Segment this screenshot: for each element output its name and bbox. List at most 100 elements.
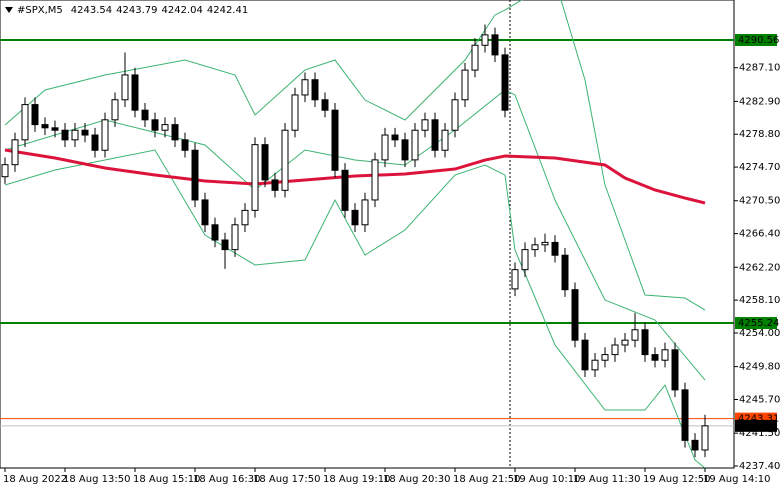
indicator-line	[4, 89, 706, 381]
candle-body	[531, 244, 539, 251]
candle-body	[141, 109, 149, 121]
y-tick-label: 4274.70	[739, 162, 780, 173]
candle-body	[461, 69, 469, 101]
x-tick-label: 19 Aug 14:10	[703, 474, 770, 485]
candle-body	[51, 127, 59, 131]
plot-area	[0, 0, 734, 468]
level-label: 4255.24	[738, 318, 779, 329]
candle-body	[701, 425, 709, 451]
candle-body	[431, 119, 439, 151]
candle-body	[201, 199, 209, 226]
y-tick-label: 4254.00	[739, 328, 780, 339]
candle-body	[381, 134, 389, 161]
x-tick-label: 19 Aug 12:50	[643, 474, 710, 485]
level-label-box	[735, 317, 777, 330]
indicator-line	[4, 148, 706, 205]
candle-body	[341, 169, 349, 211]
header-value: 4242.41	[207, 5, 248, 16]
candle-body	[511, 269, 519, 290]
candle-body	[611, 344, 619, 356]
y-tick-label: 4282.90	[739, 96, 780, 107]
candle-body	[291, 94, 299, 131]
plot-frame	[0, 0, 735, 469]
indicator-line	[4, 0, 706, 311]
level-label: 4290.56	[738, 35, 779, 46]
chart-header: #SPX,M5 4243.54 4243.79 4242.04 4242.41	[17, 5, 248, 16]
y-tick-label: 4278.80	[739, 129, 780, 140]
x-tick-label: 18 Aug 2022	[3, 474, 67, 485]
candle-body	[71, 129, 79, 141]
x-tick-label: 18 Aug 16:30	[193, 474, 260, 485]
candle-body	[221, 239, 229, 251]
candle-body	[481, 34, 489, 46]
candle-body	[1, 164, 9, 178]
candle-body	[351, 209, 359, 226]
x-tick-label: 19 Aug 11:30	[573, 474, 640, 485]
candle-body	[551, 241, 559, 256]
candle-body	[541, 241, 549, 246]
x-tick-label: 18 Aug 19:10	[323, 474, 390, 485]
header-value: 4243.79	[116, 5, 157, 16]
candle-body	[91, 134, 99, 151]
header-value: 4242.04	[162, 5, 203, 16]
candle-body	[211, 224, 219, 241]
candle-body	[21, 104, 29, 141]
candle-body	[11, 139, 19, 166]
candle-body	[671, 349, 679, 391]
level-label-box	[735, 419, 777, 432]
candle-body	[61, 129, 69, 141]
candle-body	[571, 289, 579, 341]
y-tick-label: 4237.40	[739, 461, 780, 472]
y-tick-label: 4287.10	[739, 63, 780, 74]
y-tick-label: 4266.40	[739, 229, 780, 240]
candle-body	[261, 144, 269, 181]
candle-body	[501, 54, 509, 111]
candle-body	[171, 124, 179, 141]
candle-body	[421, 119, 429, 131]
candle-body	[651, 354, 659, 361]
candle-body	[691, 439, 699, 451]
candle-body	[561, 254, 569, 291]
candle-body	[681, 389, 689, 441]
candle-body	[641, 329, 649, 356]
x-tick-label: 18 Aug 20:30	[383, 474, 450, 485]
candle-body	[281, 129, 289, 191]
x-tick-label: 18 Aug 15:10	[133, 474, 200, 485]
candle-body	[31, 104, 39, 126]
y-tick-label: 4262.20	[739, 262, 780, 273]
candle-body	[411, 129, 419, 161]
candle-body	[271, 179, 279, 191]
x-tick-label: 18 Aug 13:50	[63, 474, 130, 485]
candle-body	[401, 139, 409, 161]
candle-body	[581, 339, 589, 371]
x-tick-label: 18 Aug 17:50	[253, 474, 320, 485]
candle-body	[321, 99, 329, 111]
candle-body	[81, 129, 89, 136]
candle-body	[131, 74, 139, 111]
candle-body	[181, 139, 189, 151]
y-tick-label: 4249.80	[739, 362, 780, 373]
candle-body	[121, 74, 129, 101]
candle-body	[371, 159, 379, 201]
candle-body	[661, 349, 669, 361]
collapse-icon[interactable]	[5, 7, 13, 13]
candle-body	[241, 209, 249, 226]
y-tick-label: 4258.10	[739, 295, 780, 306]
y-tick-label: 4270.50	[739, 196, 780, 207]
candle-body	[111, 99, 119, 121]
candle-body	[441, 129, 449, 151]
level-label: 4242.41	[738, 421, 779, 432]
candle-body	[621, 339, 629, 346]
candle-body	[231, 224, 239, 251]
candle-body	[471, 44, 479, 71]
x-tick-label: 18 Aug 21:50	[453, 474, 520, 485]
symbol: #SPX,M5	[17, 5, 63, 16]
candle-body	[451, 99, 459, 131]
candle-body	[361, 199, 369, 226]
candle-body	[631, 329, 639, 341]
x-tick-label: 19 Aug 10:10	[513, 474, 580, 485]
candle-body	[41, 124, 49, 129]
candle-body	[191, 149, 199, 201]
candle-body	[591, 359, 599, 371]
